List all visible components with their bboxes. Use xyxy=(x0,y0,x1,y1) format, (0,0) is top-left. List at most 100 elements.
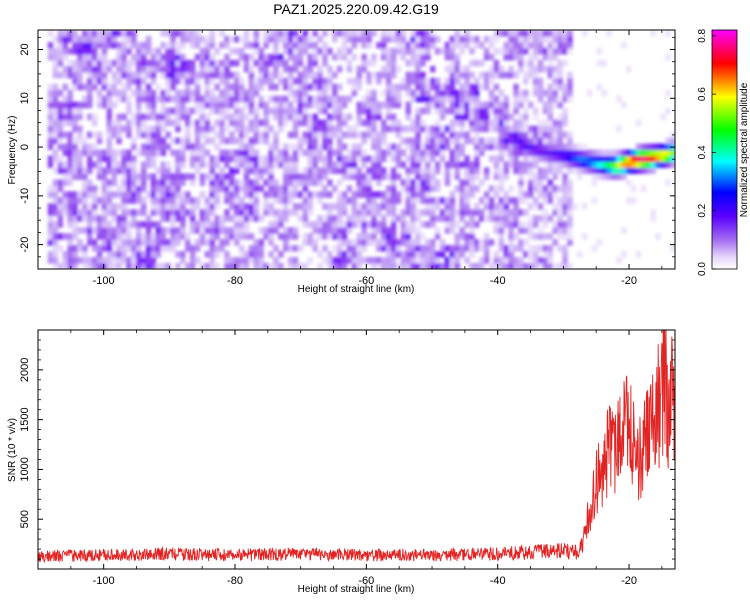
heat-cell xyxy=(199,95,206,103)
heat-cell xyxy=(449,95,456,103)
heat-cell xyxy=(297,119,304,127)
heat-cell xyxy=(67,179,73,186)
heat-cell xyxy=(243,113,250,121)
heat-cell xyxy=(283,77,289,85)
heat-cell xyxy=(57,125,64,133)
heat-cell xyxy=(395,95,402,103)
heat-cell xyxy=(390,47,397,55)
heat-cell xyxy=(552,263,558,269)
heat-cell xyxy=(57,245,64,252)
heat-cell xyxy=(307,257,313,264)
heat-cell xyxy=(263,107,269,115)
heat-cell xyxy=(454,89,460,97)
heat-cell xyxy=(268,185,274,192)
heat-cell xyxy=(483,239,490,246)
heat-cell xyxy=(302,101,309,109)
heat-cell xyxy=(150,107,157,115)
heat-cell xyxy=(62,149,68,157)
heat-cell xyxy=(67,173,73,180)
heat-cell xyxy=(327,71,333,79)
heat-cell xyxy=(150,143,157,151)
heat-cell xyxy=(459,209,465,216)
heat-cell xyxy=(292,161,299,169)
heat-cell xyxy=(430,251,436,258)
heat-cell xyxy=(160,59,166,67)
heat-cell xyxy=(523,107,529,115)
heat-cell xyxy=(72,197,78,204)
heat-cell xyxy=(581,143,588,151)
heat-cell xyxy=(258,101,264,109)
heat-cell xyxy=(131,113,137,121)
heat-cell xyxy=(82,47,88,55)
spectrogram-y-tick-label: 0 xyxy=(19,144,31,150)
heat-cell xyxy=(385,233,392,240)
heat-cell xyxy=(297,113,304,121)
heat-cell xyxy=(278,185,284,192)
heat-cell xyxy=(385,89,392,97)
heat-cell xyxy=(532,83,539,91)
heat-cell xyxy=(292,209,299,216)
heat-cell xyxy=(91,71,98,79)
heat-cell xyxy=(268,143,274,151)
heat-cell xyxy=(160,191,166,198)
heat-cell xyxy=(258,95,264,103)
heat-cell xyxy=(670,155,675,163)
heat-cell xyxy=(292,245,299,252)
heat-cell xyxy=(542,221,549,228)
heat-cell xyxy=(464,83,470,91)
heat-cell xyxy=(635,143,642,151)
heat-cell xyxy=(523,197,529,204)
heat-cell xyxy=(234,83,240,91)
heat-cell xyxy=(493,251,500,258)
heat-cell xyxy=(287,143,294,151)
heat-cell xyxy=(503,113,509,121)
heat-cell xyxy=(116,245,122,252)
heat-cell xyxy=(185,35,191,43)
heat-cell xyxy=(351,35,358,43)
heat-cell xyxy=(106,197,113,204)
heat-cell xyxy=(390,179,397,186)
heat-cell xyxy=(366,101,372,109)
heat-cell xyxy=(366,233,372,240)
heat-cell xyxy=(537,119,544,127)
heat-cell xyxy=(111,251,117,258)
heat-cell xyxy=(72,209,78,216)
heat-cell xyxy=(204,41,211,49)
heat-cell xyxy=(430,173,436,180)
heat-cell xyxy=(390,185,397,192)
heat-cell xyxy=(464,107,470,115)
heat-cell xyxy=(52,257,59,264)
heat-cell xyxy=(131,215,137,222)
heat-cell xyxy=(405,89,411,97)
heat-cell xyxy=(513,245,519,252)
heat-cell xyxy=(253,35,260,43)
heat-cell xyxy=(474,137,480,145)
heat-cell xyxy=(351,30,358,37)
heat-cell xyxy=(189,119,196,127)
heat-cell xyxy=(204,239,211,246)
heat-cell xyxy=(552,30,558,37)
heat-cell xyxy=(131,59,137,67)
heat-cell xyxy=(381,167,387,174)
heat-cell xyxy=(361,209,367,216)
heat-cell xyxy=(91,131,98,139)
heat-cell xyxy=(351,209,358,216)
heat-cell xyxy=(253,107,260,115)
heat-cell xyxy=(405,179,411,186)
heat-cell xyxy=(518,167,524,174)
heat-cell xyxy=(336,239,343,246)
colorbar-tick-label: 0.4 xyxy=(697,145,708,159)
heat-cell xyxy=(96,173,103,180)
heat-cell xyxy=(72,101,78,109)
heat-cell xyxy=(562,59,568,67)
heat-cell xyxy=(410,77,416,85)
heat-cell xyxy=(346,227,353,234)
heat-cell xyxy=(567,41,573,49)
heat-cell xyxy=(528,35,534,43)
heat-cell xyxy=(346,245,353,252)
heat-cell xyxy=(72,221,78,228)
heat-cell xyxy=(243,263,250,269)
heat-cell xyxy=(415,143,421,151)
heat-cell xyxy=(77,47,83,55)
heat-cell xyxy=(67,251,73,258)
